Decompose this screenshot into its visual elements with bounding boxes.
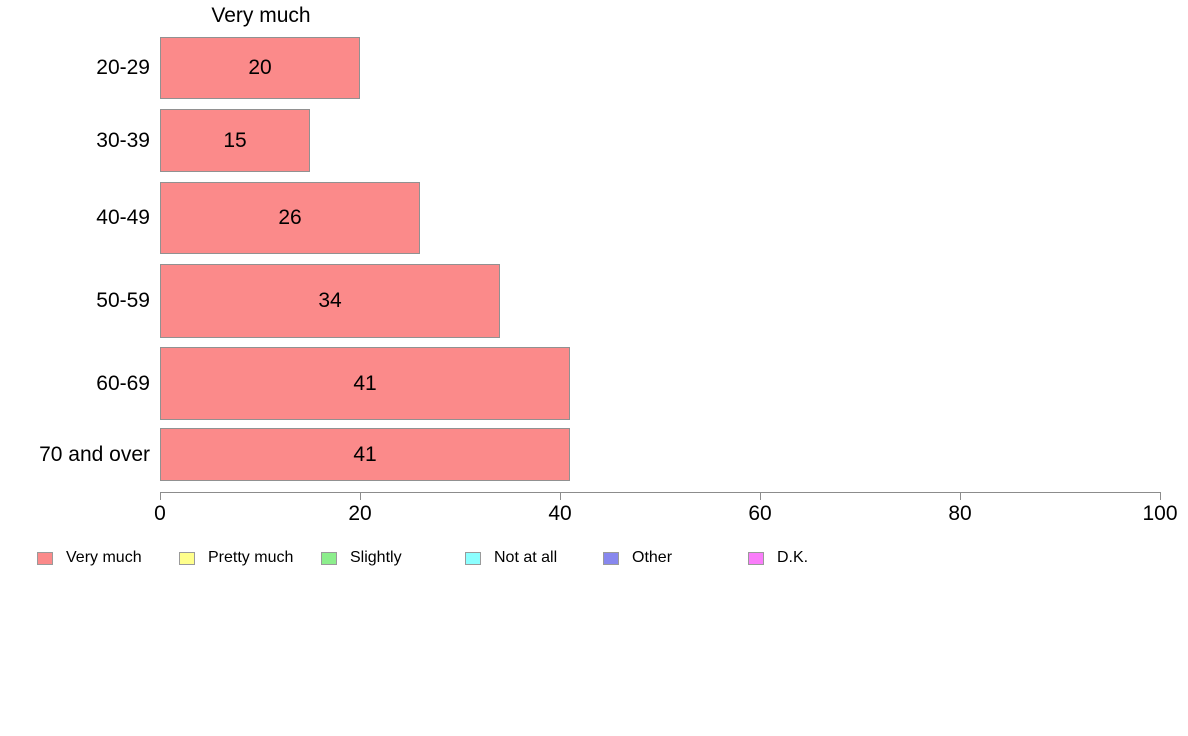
legend-label: Very much (66, 549, 142, 566)
bar-value-label: 26 (278, 206, 302, 229)
category-label: 40-49 (96, 206, 150, 229)
x-tick-label: 40 (548, 502, 572, 525)
x-tick-mark (560, 493, 561, 500)
legend-item: Not at all (465, 544, 557, 572)
chart-title: Very much (211, 4, 311, 27)
x-tick-mark (160, 493, 161, 500)
legend-label: Slightly (350, 549, 402, 566)
x-tick-label: 100 (1142, 502, 1178, 525)
legend-item: D.K. (748, 544, 808, 572)
x-tick-label: 60 (748, 502, 772, 525)
bar: 41 (160, 428, 570, 481)
category-label: 70 and over (39, 443, 150, 466)
category-label: 60-69 (96, 372, 150, 395)
category-label: 50-59 (96, 289, 150, 312)
bar-value-label: 41 (353, 371, 377, 395)
x-tick-mark (760, 493, 761, 500)
legend-swatch-icon (37, 551, 53, 565)
legend-label: Not at all (494, 549, 558, 566)
legend-swatch-icon (321, 551, 337, 565)
legend-label: Pretty much (208, 549, 294, 566)
category-label: 30-39 (96, 129, 150, 152)
bar: 26 (160, 182, 420, 254)
x-tick-mark (1160, 493, 1161, 500)
bar-value-label: 15 (223, 128, 247, 152)
legend-item: Very much (37, 544, 142, 572)
legend-swatch-icon (603, 551, 619, 565)
legend-item: Other (603, 544, 672, 572)
x-tick-label: 0 (154, 502, 166, 525)
bar: 15 (160, 109, 310, 172)
legend: Very much Pretty much Slightly Not at all Ot… (0, 544, 1188, 572)
x-tick-mark (960, 493, 961, 500)
x-tick-mark (360, 493, 361, 500)
x-axis-line (160, 492, 1161, 493)
bar-value-label: 20 (248, 56, 272, 79)
bar: 34 (160, 264, 500, 338)
legend-label: Other (632, 549, 673, 566)
bar-value-label: 34 (318, 289, 342, 312)
legend-swatch-icon (748, 551, 764, 565)
legend-item: Pretty much (179, 544, 293, 572)
bar-value-label: 41 (353, 442, 377, 466)
legend-label: D.K. (777, 549, 809, 566)
x-tick-label: 80 (948, 502, 972, 525)
bar: 41 (160, 347, 570, 420)
legend-swatch-icon (465, 551, 481, 565)
category-label: 20-29 (96, 56, 150, 79)
bar: 20 (160, 37, 360, 99)
legend-item: Slightly (321, 544, 402, 572)
x-tick-label: 20 (348, 502, 372, 525)
legend-swatch-icon (179, 551, 195, 565)
